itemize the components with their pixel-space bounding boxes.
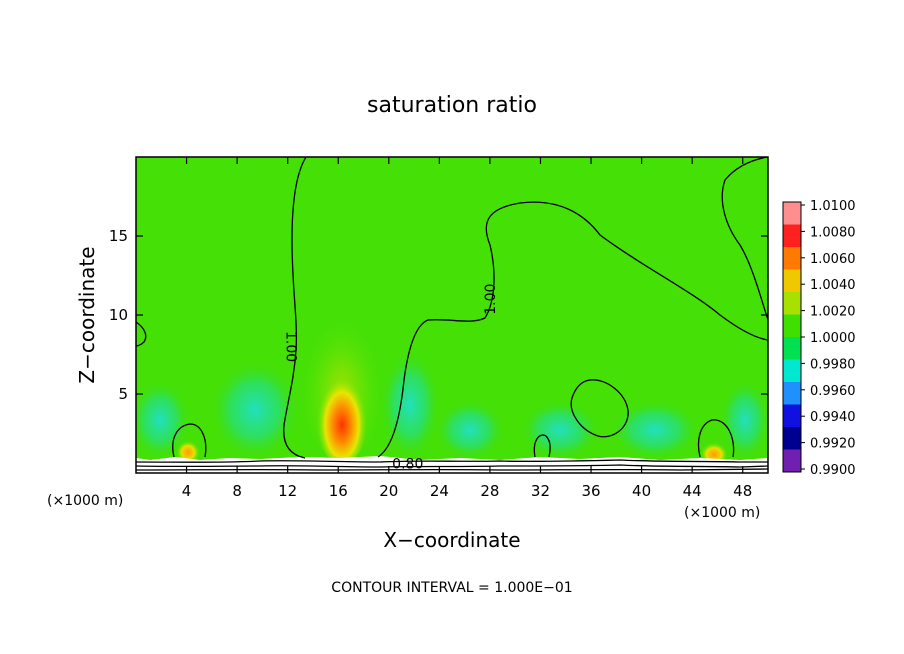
colorbar-label: 1.0100 [810, 199, 856, 214]
warm-spot [176, 438, 200, 462]
colorbar-swatch [783, 224, 801, 248]
cyan-region [520, 400, 600, 460]
plot-area [136, 157, 768, 473]
contour-label: 1.00 [282, 331, 298, 362]
y-tick-label: 10 [109, 306, 128, 324]
contour-interval-note: CONTOUR INTERVAL = 1.000E−01 [331, 580, 572, 596]
contour-line [172, 423, 207, 458]
y-tick-label: 15 [109, 227, 128, 245]
colorbar-swatch [783, 202, 801, 225]
x-tick-label: 24 [430, 482, 449, 500]
colorbar-label: 1.0000 [810, 331, 856, 346]
y-axis: 5 10 15 [109, 227, 768, 403]
x-tick-label: 44 [683, 482, 702, 500]
colorbar-swatch [783, 449, 801, 473]
contour-line [136, 464, 768, 468]
y-tick-label: 5 [118, 385, 128, 403]
cyan-region [136, 380, 190, 460]
colorbar-label: 1.0060 [810, 252, 856, 267]
colorbar-swatch [783, 427, 801, 450]
x-axis-unit-right: (×1000 m) [684, 505, 760, 521]
x-axis-title: X−coordinate [383, 528, 520, 552]
colorbar-swatch [783, 292, 801, 315]
y-axis-title: Z−coordinate [75, 246, 99, 383]
colorbar-label: 1.0080 [810, 225, 856, 240]
cyan-region [610, 400, 700, 460]
contour-line [533, 434, 551, 458]
colorbar-label: 1.0020 [810, 305, 856, 320]
contour-line [136, 468, 768, 471]
x-tick-label: 8 [232, 482, 242, 500]
x-tick-label: 12 [278, 482, 297, 500]
contour-labels: 1.00 1.00 0.80 [282, 284, 498, 473]
cyan-region [210, 360, 300, 460]
cyan-region [720, 380, 768, 460]
colorbar-swatch [783, 359, 801, 383]
contour-label: 1.00 [483, 284, 499, 315]
colorbar-label: 0.9940 [810, 410, 856, 425]
colorbar-label: 0.9920 [810, 437, 856, 452]
warm-spot [700, 440, 728, 464]
contour-lines [136, 157, 768, 471]
contour-line [721, 157, 768, 321]
cyan-region [380, 350, 440, 460]
contour-line [283, 157, 307, 459]
contour-line [570, 379, 629, 438]
colorbar-swatch [783, 314, 801, 338]
contour-label-text: 0.80 [392, 457, 423, 473]
x-axis-unit-left: (×1000 m) [47, 493, 123, 509]
contour-line [377, 201, 768, 458]
contour-line [136, 459, 768, 463]
x-axis: 4 8 12 16 20 24 28 32 36 40 44 48 [182, 157, 752, 500]
colorbar: 1.0100 1.0080 1.0060 1.0040 1.0020 1.0000 0.99… [782, 199, 856, 478]
contour-label-text: 1.00 [483, 284, 499, 315]
contour-line [697, 419, 735, 458]
x-tick-label: 40 [632, 482, 651, 500]
contour-label-text: 1.00 [282, 331, 298, 362]
colorbar-swatch [783, 337, 801, 360]
cyan-region [435, 400, 505, 460]
colorbar-label: 0.9960 [810, 384, 856, 399]
x-tick-label: 16 [329, 482, 348, 500]
x-tick-label: 20 [379, 482, 398, 500]
chart-title: saturation ratio [367, 93, 537, 118]
colorbar-swatch [783, 247, 801, 270]
x-tick-label: 48 [733, 482, 752, 500]
x-tick-label: 32 [531, 482, 550, 500]
colorbar-label: 1.0040 [810, 278, 856, 293]
colorbar-label: 0.9900 [810, 463, 856, 478]
x-tick-label: 4 [182, 482, 192, 500]
colorbar-swatch [783, 269, 801, 293]
contour-label: 0.80 [392, 457, 423, 473]
colorbar-swatch [783, 382, 801, 405]
colorbar-swatch [783, 404, 801, 428]
x-tick-label: 28 [480, 482, 499, 500]
colorbar-label: 0.9980 [810, 357, 856, 372]
warm-core [316, 365, 368, 465]
contour-line [136, 321, 147, 347]
x-tick-label: 36 [581, 482, 600, 500]
